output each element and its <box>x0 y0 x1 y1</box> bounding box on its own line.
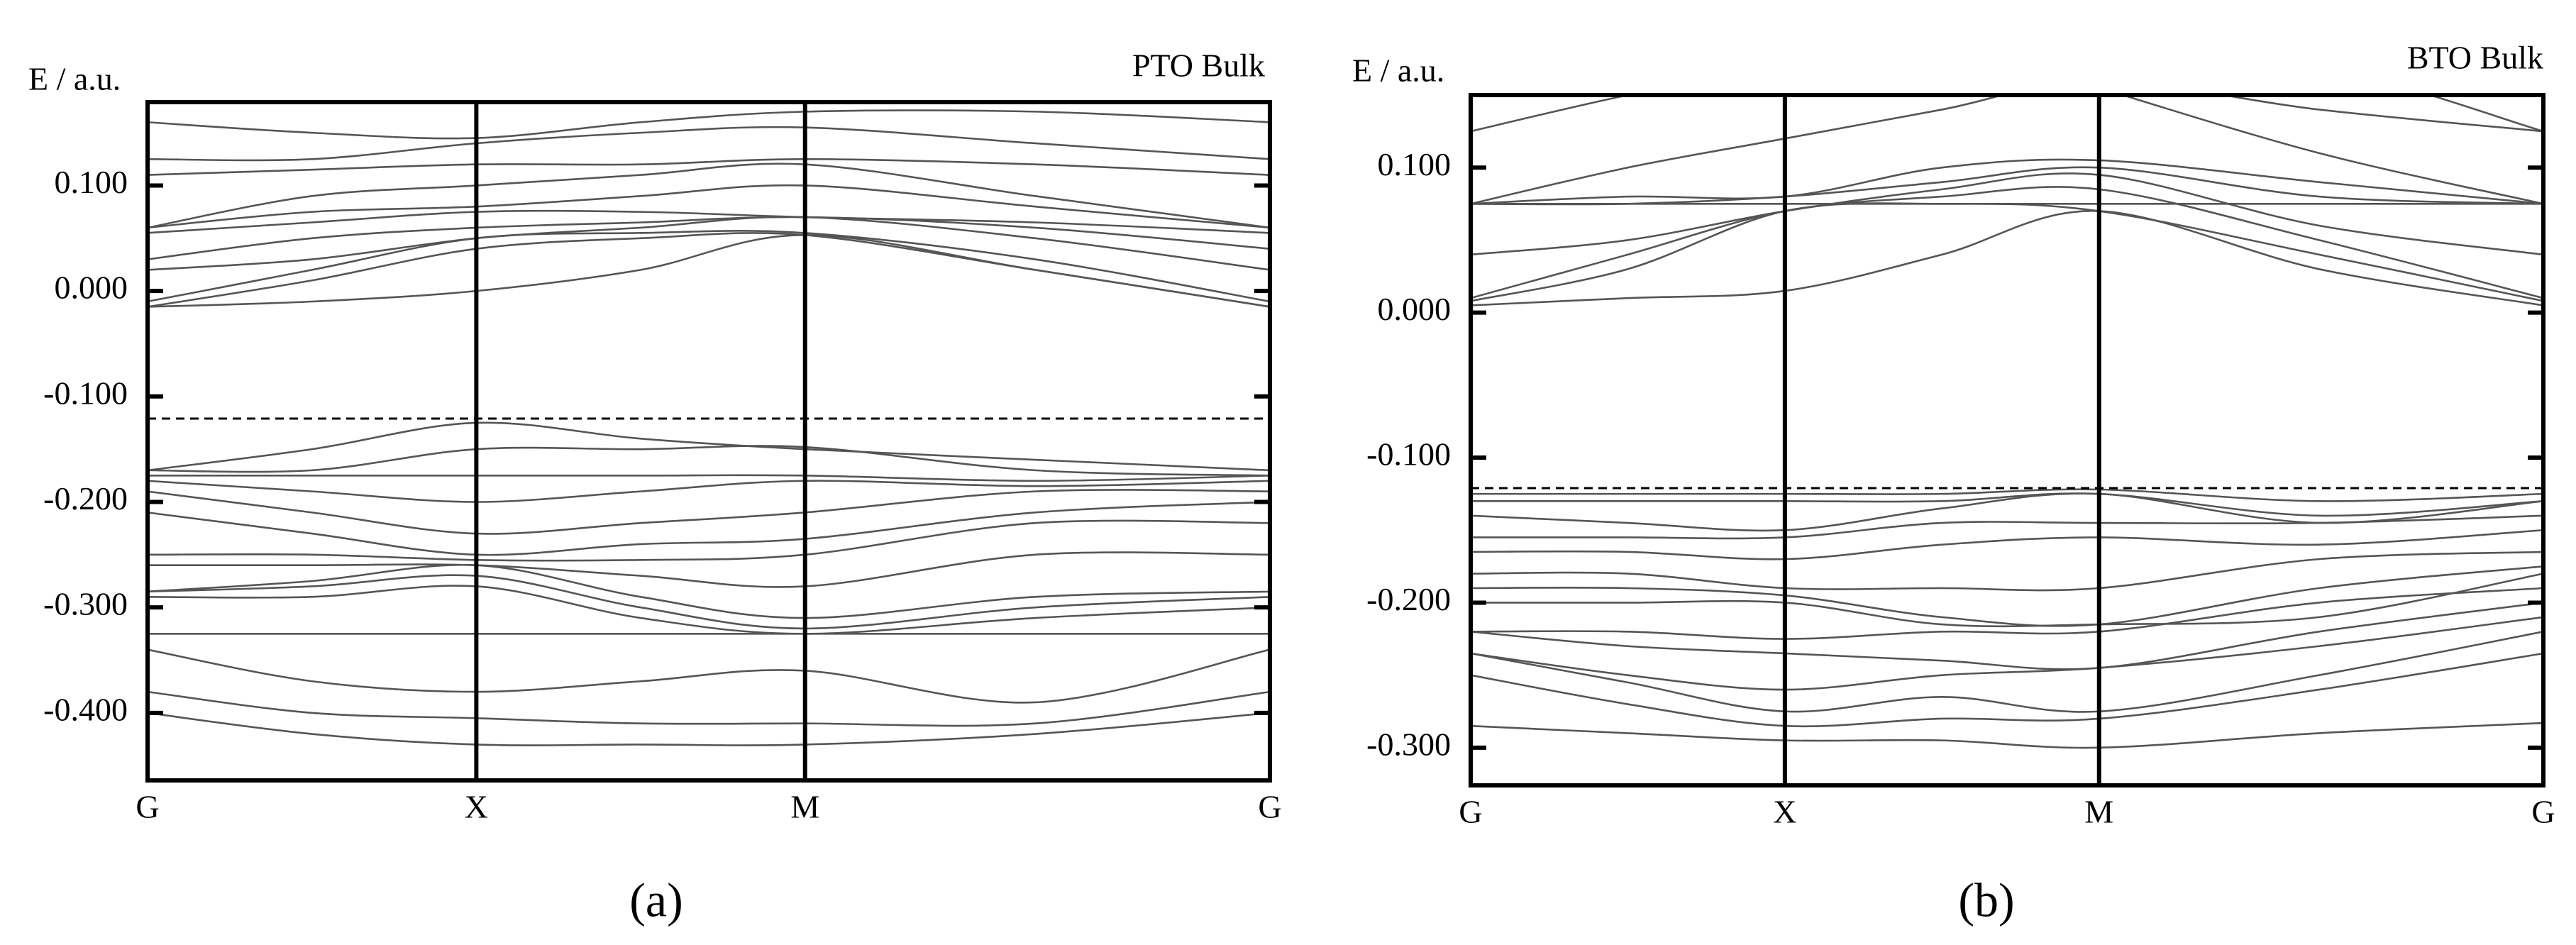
y-tick-label: -0.300 <box>43 586 128 622</box>
band-line <box>1471 631 2543 713</box>
band-line <box>148 474 1270 482</box>
bands <box>1471 95 2543 749</box>
band-line <box>148 421 1270 472</box>
y-tick-label: -0.100 <box>1366 436 1451 472</box>
band-line <box>148 216 1270 271</box>
band-line <box>148 216 1270 260</box>
band-line <box>148 234 1270 308</box>
band-line <box>1471 166 2543 206</box>
band-line <box>1471 95 2543 133</box>
band-line <box>148 690 1270 727</box>
band-line <box>1471 95 2543 205</box>
band-line <box>1471 514 2543 540</box>
y-tick-label: 0.100 <box>55 164 128 200</box>
band-line <box>2119 95 2543 205</box>
band-line <box>1471 488 2543 502</box>
y-axis-label: E / a.u. <box>28 61 121 97</box>
x-tick-label: X <box>1773 794 1796 830</box>
band-line <box>1471 202 2543 302</box>
band-line <box>1471 722 2543 749</box>
band-line <box>148 184 1270 229</box>
panel: E / a.u. BTO Bulk(b)G X M G-0.300-0.200-0.10… <box>1352 40 2555 927</box>
band-line <box>148 445 1270 477</box>
bands <box>148 102 1270 746</box>
band-line <box>1471 529 2543 560</box>
band-line <box>148 574 1270 630</box>
band-line <box>148 519 1270 562</box>
band-line <box>1471 602 2543 670</box>
y-tick-label: 0.100 <box>1378 146 1452 182</box>
band-line <box>148 489 1270 535</box>
band-line <box>148 563 1270 619</box>
x-tick-label: G <box>1258 789 1281 825</box>
band-line <box>148 501 1270 556</box>
y-tick-label: -0.200 <box>43 480 128 516</box>
x-tick-label: G <box>2531 794 2555 830</box>
band-line <box>1471 172 2543 256</box>
band-line <box>148 648 1270 704</box>
band-line <box>1471 565 2543 627</box>
band-line <box>1471 616 2543 691</box>
band-line <box>1471 158 2543 205</box>
band-line <box>1471 186 2543 299</box>
band-line <box>1471 573 2543 628</box>
y-tick-label: 0.000 <box>55 270 128 306</box>
plot-frame <box>1469 93 2545 788</box>
band-line <box>1471 652 2543 728</box>
x-tick-label: M <box>790 789 819 825</box>
band-line <box>1471 492 2543 517</box>
caption: (a) <box>629 873 682 927</box>
band-line <box>148 712 1270 746</box>
band-line <box>148 551 1270 588</box>
y-tick-label: 0.000 <box>1378 291 1452 327</box>
band-line <box>148 158 1270 176</box>
chart-title: BTO Bulk <box>2407 40 2543 76</box>
band-line <box>148 109 1270 140</box>
band-line <box>148 230 1270 303</box>
x-tick-label: X <box>465 789 488 825</box>
band-line <box>148 162 1270 229</box>
y-tick-label: -0.400 <box>43 691 128 727</box>
band-line <box>1471 210 2543 306</box>
y-tick-label: -0.200 <box>1366 581 1451 617</box>
band-line <box>148 585 1270 635</box>
band-line <box>1471 492 2543 532</box>
x-tick-label: G <box>1459 794 1482 830</box>
chart-title: PTO Bulk <box>1132 48 1265 84</box>
band-line <box>148 209 1270 234</box>
x-tick-label: M <box>2084 794 2113 830</box>
caption: (b) <box>1958 873 2014 927</box>
y-tick-label: -0.300 <box>1366 726 1451 762</box>
plot-frame <box>145 100 1272 783</box>
band-line <box>148 126 1270 162</box>
band-line <box>148 480 1270 503</box>
panel: E / a.u. PTO Bulk (a) G X M G -0.400 -0.300 -0.20… <box>28 48 1282 927</box>
y-tick-label: -0.100 <box>43 375 128 411</box>
y-axis-label: E / a.u. <box>1352 52 1444 89</box>
x-tick-label: G <box>136 789 159 825</box>
band-line <box>1471 551 2543 592</box>
band-line <box>1471 587 2543 640</box>
